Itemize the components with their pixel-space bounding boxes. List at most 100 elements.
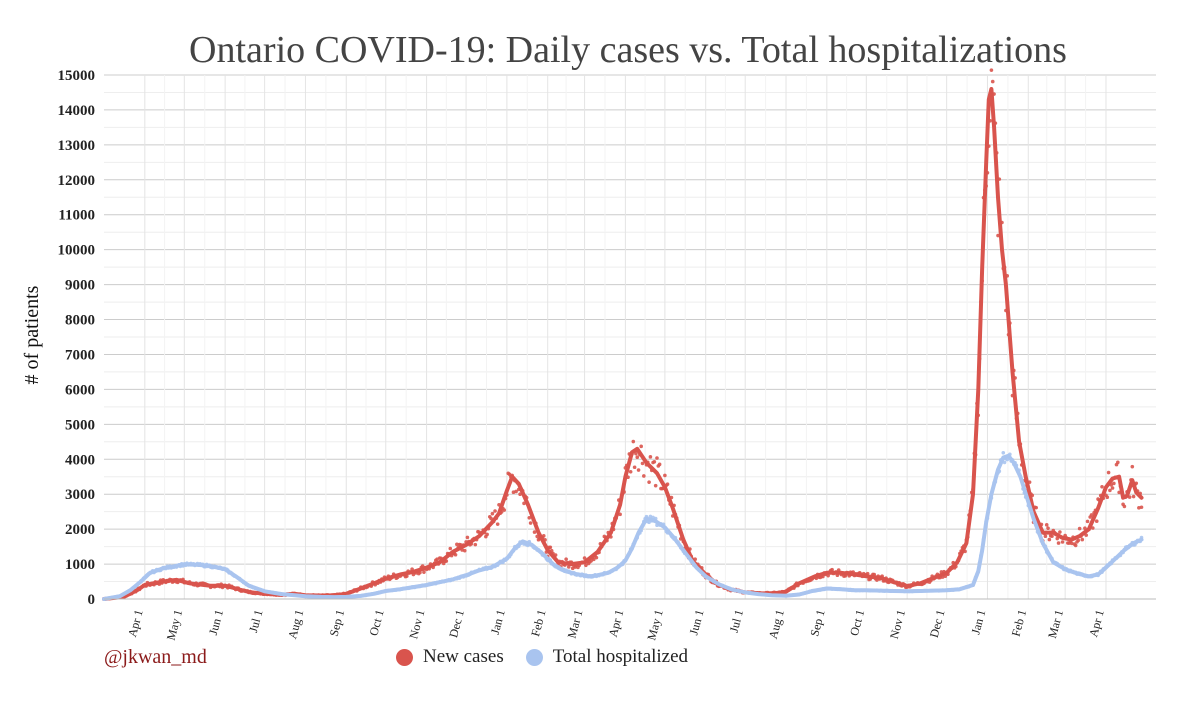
x-tick-label: Nov 1 bbox=[887, 608, 908, 640]
data-point-new-cases bbox=[632, 465, 637, 470]
data-point-new-cases bbox=[462, 548, 467, 553]
data-point-new-cases bbox=[1131, 494, 1136, 499]
y-tick-label: 7000 bbox=[65, 347, 95, 363]
data-point-new-cases bbox=[566, 565, 571, 569]
data-point-new-cases bbox=[1108, 488, 1112, 493]
x-tick-label: Oct 1 bbox=[366, 608, 386, 637]
data-point-new-cases bbox=[1076, 538, 1081, 543]
data-point-new-cases bbox=[448, 546, 453, 551]
x-tick-label: Jul 1 bbox=[727, 608, 746, 634]
data-point-new-cases bbox=[1112, 481, 1116, 486]
legend-marker-new-cases bbox=[396, 648, 413, 666]
x-tick-label: Jun 1 bbox=[686, 608, 706, 636]
data-point-new-cases bbox=[495, 522, 500, 526]
data-point-new-cases bbox=[1110, 486, 1115, 490]
data-point-new-cases bbox=[1130, 464, 1135, 469]
y-tick-label: 14000 bbox=[58, 103, 96, 119]
data-point-new-cases bbox=[582, 556, 587, 560]
data-point-new-cases bbox=[655, 456, 659, 460]
y-tick-label: 4000 bbox=[65, 452, 95, 468]
data-point-total-hospitalized bbox=[1001, 450, 1006, 455]
data-point-new-cases bbox=[453, 552, 458, 557]
series-lines bbox=[102, 87, 1144, 601]
y-tick-label: 12000 bbox=[58, 173, 96, 189]
data-point-new-cases bbox=[1046, 526, 1050, 531]
data-point-new-cases bbox=[548, 545, 553, 550]
x-tick-label: Aug 1 bbox=[766, 608, 787, 640]
x-tick-label: Apr 1 bbox=[1086, 608, 1107, 638]
data-point-new-cases bbox=[514, 489, 518, 494]
data-point-new-cases bbox=[1044, 523, 1049, 527]
y-tick-label: 3000 bbox=[65, 487, 95, 503]
y-tick-label: 10000 bbox=[58, 243, 96, 259]
data-point-new-cases bbox=[1116, 460, 1120, 465]
y-tick-label: 0 bbox=[88, 592, 96, 608]
data-point-new-cases bbox=[663, 473, 667, 478]
data-point-new-cases bbox=[636, 468, 641, 472]
legend-label-new-cases: New cases bbox=[423, 646, 504, 667]
y-tick-label: 9000 bbox=[65, 278, 95, 294]
data-point-new-cases bbox=[1089, 513, 1094, 517]
data-point-new-cases bbox=[1106, 470, 1111, 475]
x-tick-label: Dec 1 bbox=[927, 608, 948, 639]
x-tick-label: Feb 1 bbox=[1009, 608, 1030, 638]
data-point-new-cases bbox=[1050, 534, 1054, 539]
data-point-new-cases bbox=[1060, 540, 1065, 544]
x-tick-label: Apr 1 bbox=[606, 608, 627, 638]
x-tick-label: Apr 1 bbox=[125, 608, 146, 638]
y-axis-ticks: 0 1000 2000 3000 4000 5000 6000 7000 8000 9000 100… bbox=[58, 68, 96, 608]
data-point-new-cases bbox=[591, 557, 596, 562]
legend: New cases Total hospitalized bbox=[396, 646, 710, 668]
x-tick-label: Oct 1 bbox=[847, 608, 867, 637]
x-tick-label: Jan 1 bbox=[488, 608, 508, 636]
data-point-new-cases bbox=[1085, 519, 1090, 524]
y-tick-label: 15000 bbox=[58, 68, 96, 84]
data-point-new-cases bbox=[1100, 484, 1104, 489]
y-tick-label: 11000 bbox=[58, 208, 95, 224]
credit-handle: @jkwan_md bbox=[104, 646, 207, 668]
data-point-new-cases bbox=[1034, 505, 1038, 510]
data-point-new-cases bbox=[532, 530, 537, 534]
x-tick-label: Mar 1 bbox=[1045, 608, 1066, 640]
data-point-new-cases bbox=[502, 508, 507, 512]
data-point-new-cases bbox=[830, 567, 834, 572]
y-tick-label: 2000 bbox=[65, 522, 95, 538]
data-point-new-cases bbox=[528, 521, 533, 525]
data-point-new-cases bbox=[473, 542, 478, 547]
y-tick-label: 6000 bbox=[65, 382, 95, 398]
x-tick-label: Sep 1 bbox=[327, 608, 348, 638]
x-tick-label: Nov 1 bbox=[406, 608, 427, 640]
data-point-new-cases bbox=[665, 482, 670, 486]
data-point-new-cases bbox=[493, 509, 497, 513]
data-point-new-cases bbox=[652, 459, 657, 464]
data-point-new-cases bbox=[594, 555, 599, 560]
data-point-new-cases bbox=[422, 570, 426, 574]
x-tick-label: Sep 1 bbox=[807, 608, 828, 638]
x-axis-ticks: Apr 1 May 1 Jun 1 Jul 1 Aug 1 Sep 1 Oct 1 Nov 1… bbox=[125, 608, 1107, 642]
data-point-total-hospitalized bbox=[1005, 457, 1010, 462]
data-point-new-cases bbox=[647, 480, 651, 484]
y-tick-label: 8000 bbox=[65, 313, 95, 329]
data-point-new-cases bbox=[1139, 505, 1144, 510]
data-point-new-cases bbox=[648, 455, 653, 459]
series-line-total-hospitalized bbox=[102, 453, 1144, 601]
data-point-new-cases bbox=[1122, 504, 1127, 509]
data-point-new-cases bbox=[485, 532, 489, 537]
x-tick-label: Jan 1 bbox=[968, 608, 988, 636]
data-point-new-cases bbox=[1073, 543, 1078, 548]
y-tick-label: 13000 bbox=[58, 138, 96, 154]
data-point-new-cases bbox=[990, 79, 995, 84]
y-tick-label: 5000 bbox=[65, 417, 95, 433]
data-point-new-cases bbox=[490, 511, 495, 516]
data-point-new-cases bbox=[628, 470, 633, 474]
x-tick-label: Dec 1 bbox=[446, 608, 467, 639]
x-tick-label: Feb 1 bbox=[528, 608, 549, 638]
data-point-new-cases bbox=[634, 451, 638, 456]
x-tick-label: May 1 bbox=[644, 608, 666, 642]
data-point-new-cases bbox=[1043, 534, 1048, 539]
data-point-new-cases bbox=[631, 439, 636, 444]
data-point-new-cases bbox=[1105, 495, 1110, 500]
x-tick-label: May 1 bbox=[164, 608, 186, 642]
data-point-new-cases bbox=[584, 563, 588, 568]
